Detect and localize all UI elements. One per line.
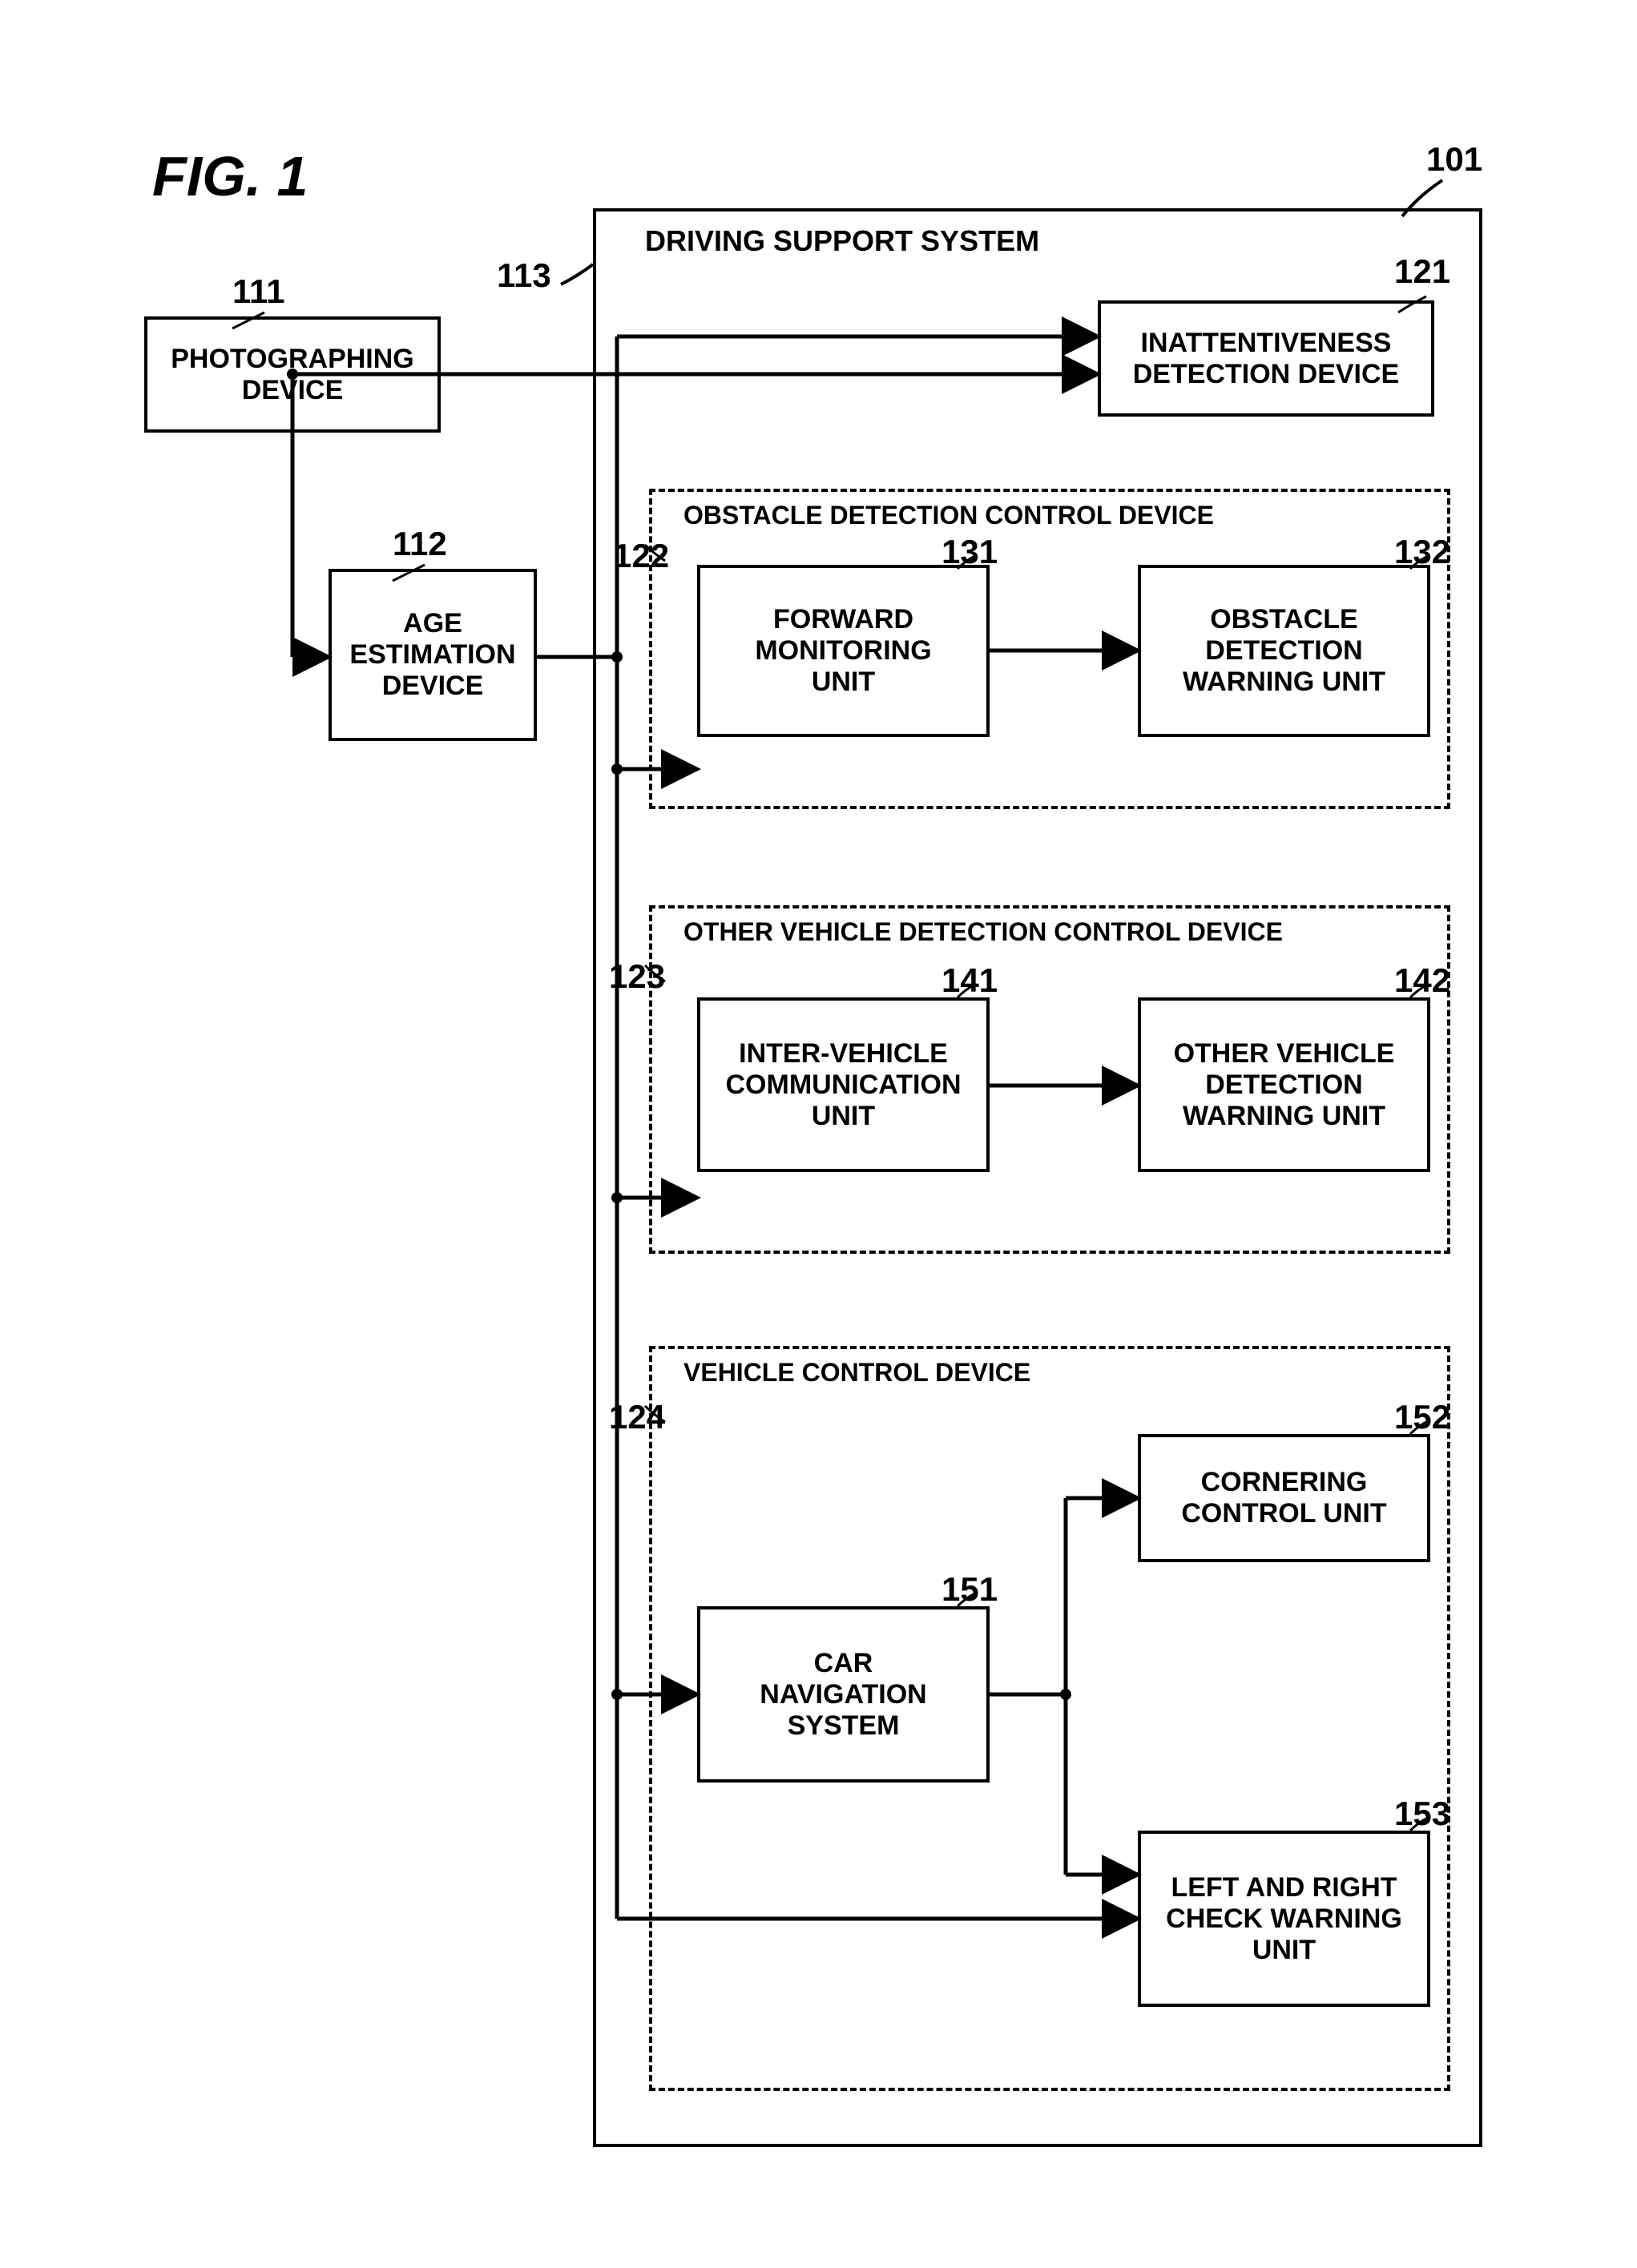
cornering-control-ref: 152 <box>1394 1398 1450 1436</box>
obstacle-detection-title: OBSTACLE DETECTION CONTROL DEVICE <box>677 501 1220 530</box>
driving-support-system-label: DRIVING SUPPORT SYSTEM <box>645 224 1039 258</box>
car-navigation-ref: 151 <box>941 1570 998 1609</box>
age-estimation-device-box: AGE ESTIMATION DEVICE <box>329 569 537 741</box>
vehicle-control-ref: 124 <box>609 1398 665 1436</box>
lr-check-warning-box: LEFT AND RIGHT CHECK WARNING UNIT <box>1138 1831 1430 2007</box>
inattentiveness-detection-ref: 121 <box>1394 252 1450 291</box>
other-vehicle-title: OTHER VEHICLE DETECTION CONTROL DEVICE <box>677 917 1289 947</box>
age-estimation-device-ref: 112 <box>393 525 447 563</box>
car-navigation-box: CAR NAVIGATION SYSTEM <box>697 1606 990 1783</box>
inter-vehicle-comm-box: INTER-VEHICLE COMMUNICATION UNIT <box>697 997 990 1172</box>
obstacle-warning-ref: 132 <box>1394 533 1450 571</box>
forward-monitoring-ref: 131 <box>941 533 998 571</box>
lr-check-warning-ref: 153 <box>1394 1795 1450 1833</box>
other-vehicle-warning-ref: 142 <box>1394 961 1450 1000</box>
inattentiveness-detection-box: INATTENTIVENESS DETECTION DEVICE <box>1098 300 1434 417</box>
vehicle-control-title: VEHICLE CONTROL DEVICE <box>677 1358 1037 1388</box>
driving-support-system-ref: 113 <box>497 256 551 295</box>
figure-title: FIG. 1 <box>152 144 308 208</box>
other-vehicle-warning-box: OTHER VEHICLE DETECTION WARNING UNIT <box>1138 997 1430 1172</box>
forward-monitoring-box: FORWARD MONITORING UNIT <box>697 565 990 737</box>
inter-vehicle-comm-ref: 141 <box>941 961 998 1000</box>
system-ref: 101 <box>1426 140 1482 179</box>
photographing-device-ref: 111 <box>232 272 284 311</box>
photographing-device-box: PHOTOGRAPHING DEVICE <box>144 316 441 433</box>
cornering-control-box: CORNERING CONTROL UNIT <box>1138 1434 1430 1562</box>
other-vehicle-ref: 123 <box>609 957 665 996</box>
obstacle-detection-ref: 122 <box>613 537 669 575</box>
obstacle-warning-box: OBSTACLE DETECTION WARNING UNIT <box>1138 565 1430 737</box>
